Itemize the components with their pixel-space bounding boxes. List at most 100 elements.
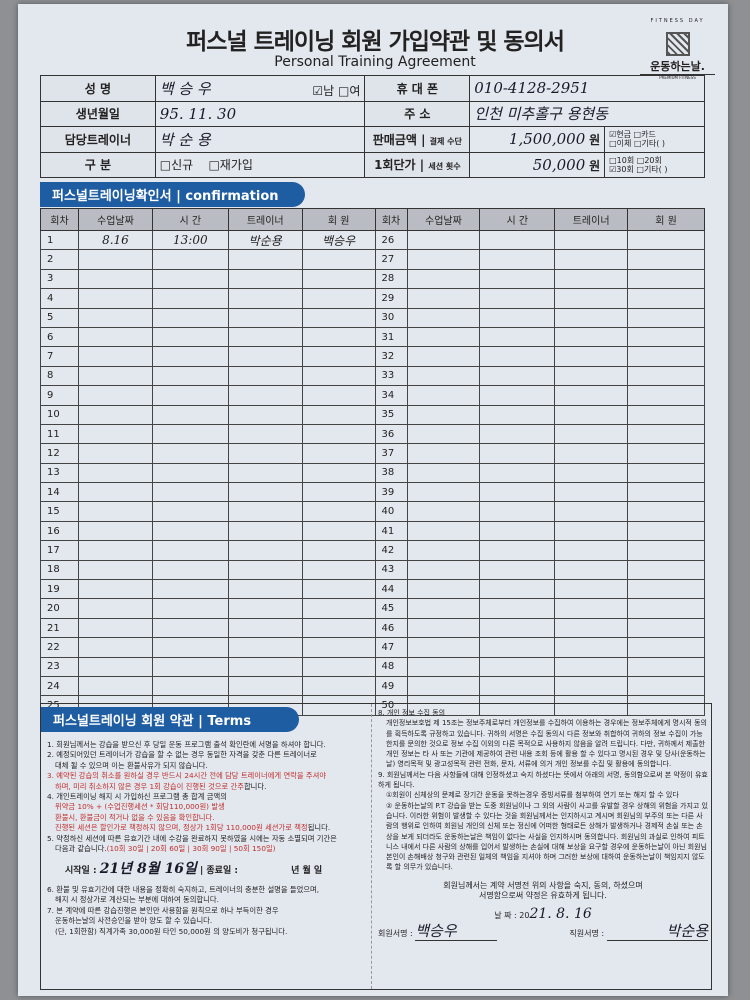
type-new-checkbox[interactable]: □신규	[159, 158, 194, 173]
session-trainer-cell[interactable]	[227, 385, 303, 406]
session-time-cell[interactable]	[151, 385, 229, 406]
session-trainer-cell[interactable]	[227, 520, 303, 542]
session-trainer-cell[interactable]	[227, 501, 303, 522]
session-member-cell[interactable]	[301, 443, 376, 464]
gender-male-checkbox[interactable]: ☑남	[312, 83, 335, 98]
session-date-cell[interactable]	[406, 423, 481, 445]
session-time-cell[interactable]	[479, 249, 556, 270]
session-date-cell[interactable]	[77, 675, 153, 697]
staff-signature[interactable]: 박순용	[606, 921, 708, 941]
session-trainer-cell[interactable]: 박순용	[227, 229, 303, 251]
session-trainer-cell[interactable]	[554, 346, 629, 367]
session-time-cell[interactable]	[151, 637, 229, 658]
session-trainer-cell[interactable]	[554, 540, 629, 561]
session-trainer-cell[interactable]	[554, 385, 629, 406]
session-member-cell[interactable]	[627, 229, 705, 251]
session-time-cell[interactable]	[479, 443, 556, 464]
session-trainer-cell[interactable]	[554, 268, 629, 290]
session-date-cell[interactable]	[77, 540, 153, 561]
session-time-cell[interactable]	[479, 423, 556, 445]
session-time-cell[interactable]	[151, 675, 229, 697]
session-time-cell[interactable]	[151, 249, 229, 270]
session-member-cell[interactable]	[301, 268, 376, 290]
session-time-cell[interactable]	[151, 404, 229, 425]
session-date-cell[interactable]	[406, 229, 481, 251]
session-date-cell[interactable]	[406, 385, 481, 406]
session-trainer-cell[interactable]	[554, 656, 629, 677]
session-date-cell[interactable]	[77, 462, 153, 484]
session-trainer-cell[interactable]	[554, 675, 629, 697]
session-trainer-cell[interactable]	[554, 501, 629, 522]
session-member-cell[interactable]	[301, 288, 376, 309]
session-trainer-cell[interactable]	[227, 249, 303, 270]
session-time-cell[interactable]	[151, 617, 229, 639]
session-trainer-cell[interactable]	[227, 346, 303, 367]
session-date-cell[interactable]	[406, 637, 481, 658]
session-trainer-cell[interactable]	[227, 423, 303, 445]
session-time-cell[interactable]: 13:00	[151, 229, 229, 251]
session-time-cell[interactable]	[479, 482, 556, 503]
session-trainer-cell[interactable]	[554, 404, 629, 425]
session-time-cell[interactable]	[479, 462, 556, 484]
session-time-cell[interactable]	[151, 443, 229, 464]
session-time-cell[interactable]	[479, 501, 556, 522]
session-time-cell[interactable]	[151, 559, 229, 581]
session-time-cell[interactable]	[479, 579, 556, 600]
pay-options-row2[interactable]: □이체 □기타( )	[609, 139, 666, 149]
session-member-cell[interactable]	[627, 326, 705, 348]
session-options-row2[interactable]: ☑30회 □기타( )	[609, 164, 668, 174]
session-time-cell[interactable]	[151, 346, 229, 367]
pay-options-row1[interactable]: ☑현금 □카드	[609, 130, 656, 140]
session-trainer-cell[interactable]	[227, 326, 303, 348]
session-member-cell[interactable]	[627, 423, 705, 445]
session-member-cell[interactable]	[301, 307, 376, 328]
session-member-cell[interactable]	[301, 559, 376, 581]
session-time-cell[interactable]	[151, 598, 229, 619]
session-date-cell[interactable]	[406, 656, 481, 677]
session-trainer-cell[interactable]	[227, 443, 303, 464]
session-date-cell[interactable]	[406, 559, 481, 581]
session-date-cell[interactable]	[77, 404, 153, 425]
session-member-cell[interactable]	[301, 346, 376, 367]
session-time-cell[interactable]	[151, 365, 229, 387]
session-member-cell[interactable]	[627, 520, 705, 542]
session-member-cell[interactable]	[627, 598, 705, 619]
session-date-cell[interactable]	[406, 249, 481, 270]
session-member-cell[interactable]	[627, 695, 705, 716]
session-member-cell[interactable]	[301, 675, 376, 697]
session-time-cell[interactable]	[479, 385, 556, 406]
session-time-cell[interactable]	[151, 520, 229, 542]
session-time-cell[interactable]	[151, 462, 229, 484]
session-date-cell[interactable]	[77, 346, 153, 367]
session-member-cell[interactable]	[627, 656, 705, 677]
session-member-cell[interactable]	[301, 501, 376, 522]
session-time-cell[interactable]	[151, 501, 229, 522]
session-member-cell[interactable]	[301, 637, 376, 658]
session-time-cell[interactable]	[151, 579, 229, 600]
session-member-cell[interactable]	[301, 482, 376, 503]
session-date-cell[interactable]	[77, 307, 153, 328]
session-date-cell[interactable]	[77, 326, 153, 348]
session-time-cell[interactable]	[479, 520, 556, 542]
session-trainer-cell[interactable]	[227, 482, 303, 503]
session-time-cell[interactable]	[479, 404, 556, 425]
session-trainer-cell[interactable]	[554, 637, 629, 658]
session-member-cell[interactable]	[627, 249, 705, 270]
session-member-cell[interactable]	[301, 385, 376, 406]
session-member-cell[interactable]	[301, 617, 376, 639]
session-time-cell[interactable]	[479, 307, 556, 328]
session-date-cell[interactable]	[77, 617, 153, 639]
session-date-cell[interactable]: 8.16	[77, 229, 153, 251]
session-trainer-cell[interactable]	[227, 268, 303, 290]
session-trainer-cell[interactable]	[554, 462, 629, 484]
session-time-cell[interactable]	[479, 675, 556, 697]
session-time-cell[interactable]	[151, 268, 229, 290]
session-member-cell[interactable]	[301, 598, 376, 619]
session-date-cell[interactable]	[77, 656, 153, 677]
session-member-cell[interactable]: 백승우	[301, 229, 376, 251]
session-member-cell[interactable]	[627, 385, 705, 406]
session-time-cell[interactable]	[479, 617, 556, 639]
session-member-cell[interactable]	[627, 675, 705, 697]
session-trainer-cell[interactable]	[554, 229, 629, 251]
session-trainer-cell[interactable]	[227, 579, 303, 600]
